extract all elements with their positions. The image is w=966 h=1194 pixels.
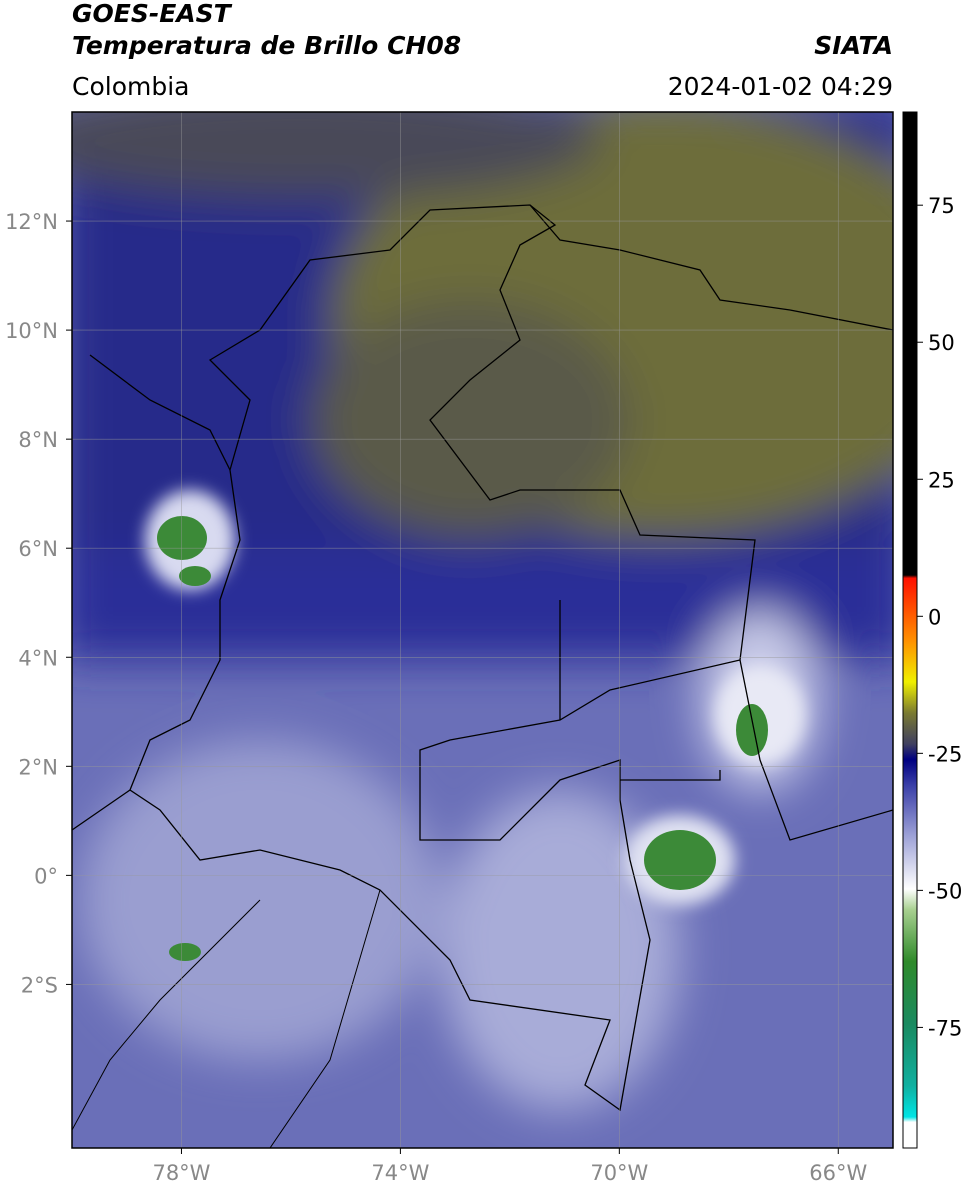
y-tick-label: 0° <box>34 864 58 888</box>
x-tick-label: 66°W <box>809 1161 867 1185</box>
colorbar-tick-label: -50 <box>928 879 962 903</box>
colorbar-tick-label: 25 <box>928 468 955 492</box>
colorbar-tick-label: -75 <box>928 1016 962 1040</box>
y-tick-label: 12°N <box>5 210 58 234</box>
colorbar-tick-label: 75 <box>928 194 955 218</box>
x-tick-label: 78°W <box>152 1161 210 1185</box>
title: GOES-EAST <box>72 0 233 28</box>
subtitle: Temperatura de Brillo CH08 <box>72 31 461 60</box>
colorbar-tick-label: -25 <box>928 742 962 766</box>
colorbar <box>902 111 918 1149</box>
x-tick-label: 74°W <box>371 1161 429 1185</box>
y-tick-label: 10°N <box>5 319 58 343</box>
timestamp: 2024-01-02 04:29 <box>668 72 893 101</box>
source: SIATA <box>814 31 893 60</box>
grid <box>72 112 893 1148</box>
y-tick-label: 4°N <box>18 646 58 670</box>
y-tick-label: 2°S <box>21 973 58 997</box>
y-tick-label: 6°N <box>18 537 58 561</box>
y-tick-label: 8°N <box>18 428 58 452</box>
y-tick-label: 2°N <box>18 755 58 779</box>
map-frame <box>71 111 894 1149</box>
x-tick-label: 70°W <box>590 1161 648 1185</box>
region: Colombia <box>72 72 189 101</box>
satellite-image <box>72 112 893 1148</box>
colorbar-tick-label: 0 <box>928 605 941 629</box>
colorbar-tick-label: 50 <box>928 331 955 355</box>
